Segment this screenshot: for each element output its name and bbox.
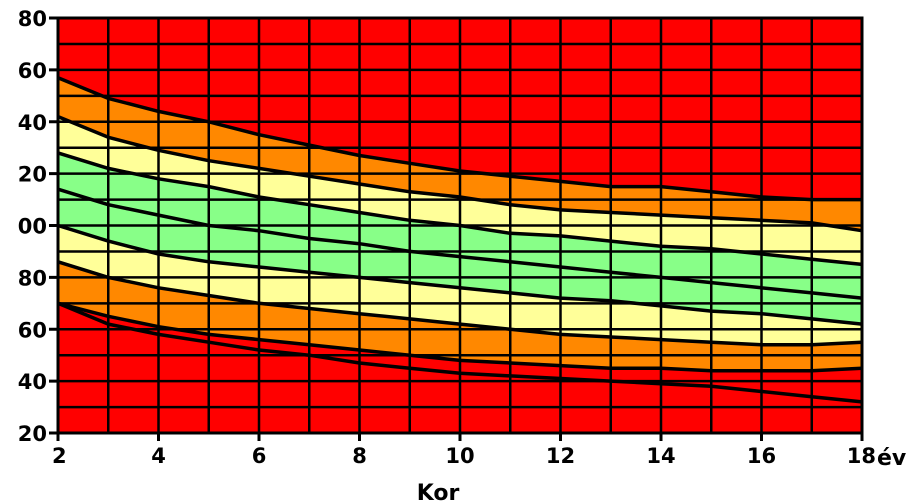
percentile-curve-6	[57, 260, 863, 347]
percentile-curve-1	[57, 76, 862, 202]
x-axis-label: Kor	[417, 481, 460, 504]
y-tick-label: 60	[18, 318, 47, 342]
x-tick-label: 12	[546, 444, 575, 468]
x-tick-label: 10	[445, 444, 474, 468]
x-tick-label: 18	[847, 444, 876, 468]
percentile-curve-7	[57, 301, 863, 373]
percentile-curve-5	[57, 223, 863, 326]
percentile-curve-4	[57, 187, 863, 300]
x-tick-label: 2	[52, 444, 67, 468]
y-tick-label: 40	[18, 370, 47, 394]
x-tick-layer: 2 4 6 8 10 12 14 16 18	[52, 433, 876, 468]
x-tick-label: 8	[352, 444, 367, 468]
curve-layer	[57, 76, 863, 404]
percentile-curve-2	[57, 114, 863, 233]
percentile-curve-3	[57, 151, 863, 267]
x-unit-label: év	[877, 446, 907, 471]
y-tick-label: 00	[18, 215, 47, 239]
percentile-curve-8	[57, 301, 863, 404]
x-tick-label: 4	[151, 444, 166, 468]
y-tick-label: 80	[18, 7, 47, 31]
y-tick-label: 40	[18, 111, 47, 135]
y-tick-label: 60	[18, 59, 47, 83]
y-tick-layer: 20 40 60 80 00 20 40 60 80	[18, 7, 58, 446]
x-tick-label: 16	[747, 444, 776, 468]
x-tick-label: 6	[252, 444, 267, 468]
y-tick-label: 20	[18, 422, 47, 446]
y-tick-label: 80	[18, 266, 47, 290]
x-tick-label: 14	[646, 444, 675, 468]
y-tick-label: 20	[18, 163, 47, 187]
